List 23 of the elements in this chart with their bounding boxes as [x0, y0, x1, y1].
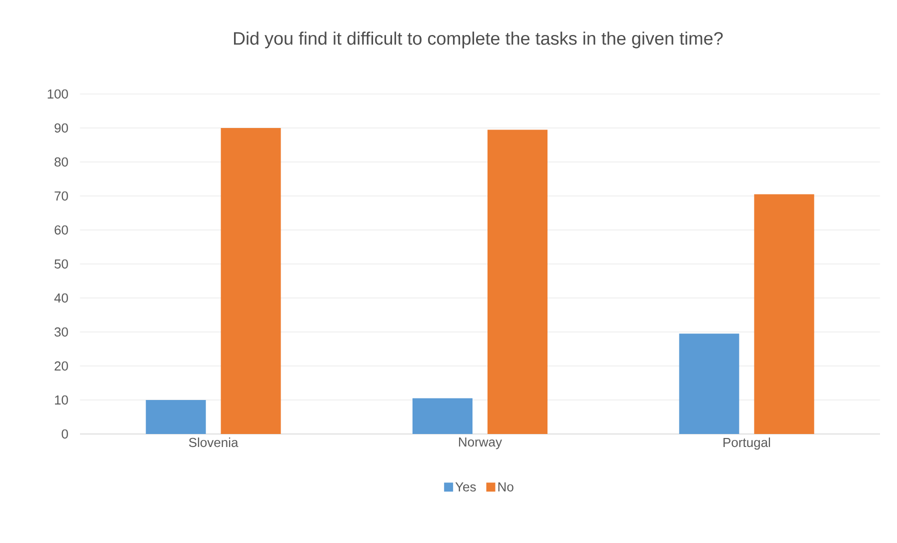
y-tick-label: 60 [54, 225, 68, 235]
x-tick-label: Norway [459, 438, 502, 450]
y-tick-label: 100 [48, 89, 68, 99]
x-tick-label: Portugal [724, 438, 770, 450]
bar [220, 128, 281, 434]
bar [679, 334, 740, 434]
legend-label: Yes [455, 482, 476, 492]
y-tick-label: 70 [54, 191, 68, 201]
y-tick-label: 20 [54, 361, 68, 371]
y-tick-label: 90 [54, 123, 68, 133]
y-tick-label: 80 [54, 157, 68, 167]
x-tick-label: Slovenia [189, 438, 238, 448]
y-tick-label: 40 [54, 293, 68, 303]
bar [754, 194, 814, 434]
y-tick-label: 50 [54, 259, 68, 269]
y-tick-label: 10 [55, 395, 68, 405]
bar [146, 400, 206, 434]
y-tick-label: 30 [54, 327, 68, 337]
bar [412, 398, 472, 434]
legend-label: No [498, 482, 514, 492]
y-tick-label: 0 [62, 429, 68, 439]
bar [488, 130, 548, 434]
chart-title: Did you find it difficult to complete the tasks in the given time? [234, 32, 723, 48]
